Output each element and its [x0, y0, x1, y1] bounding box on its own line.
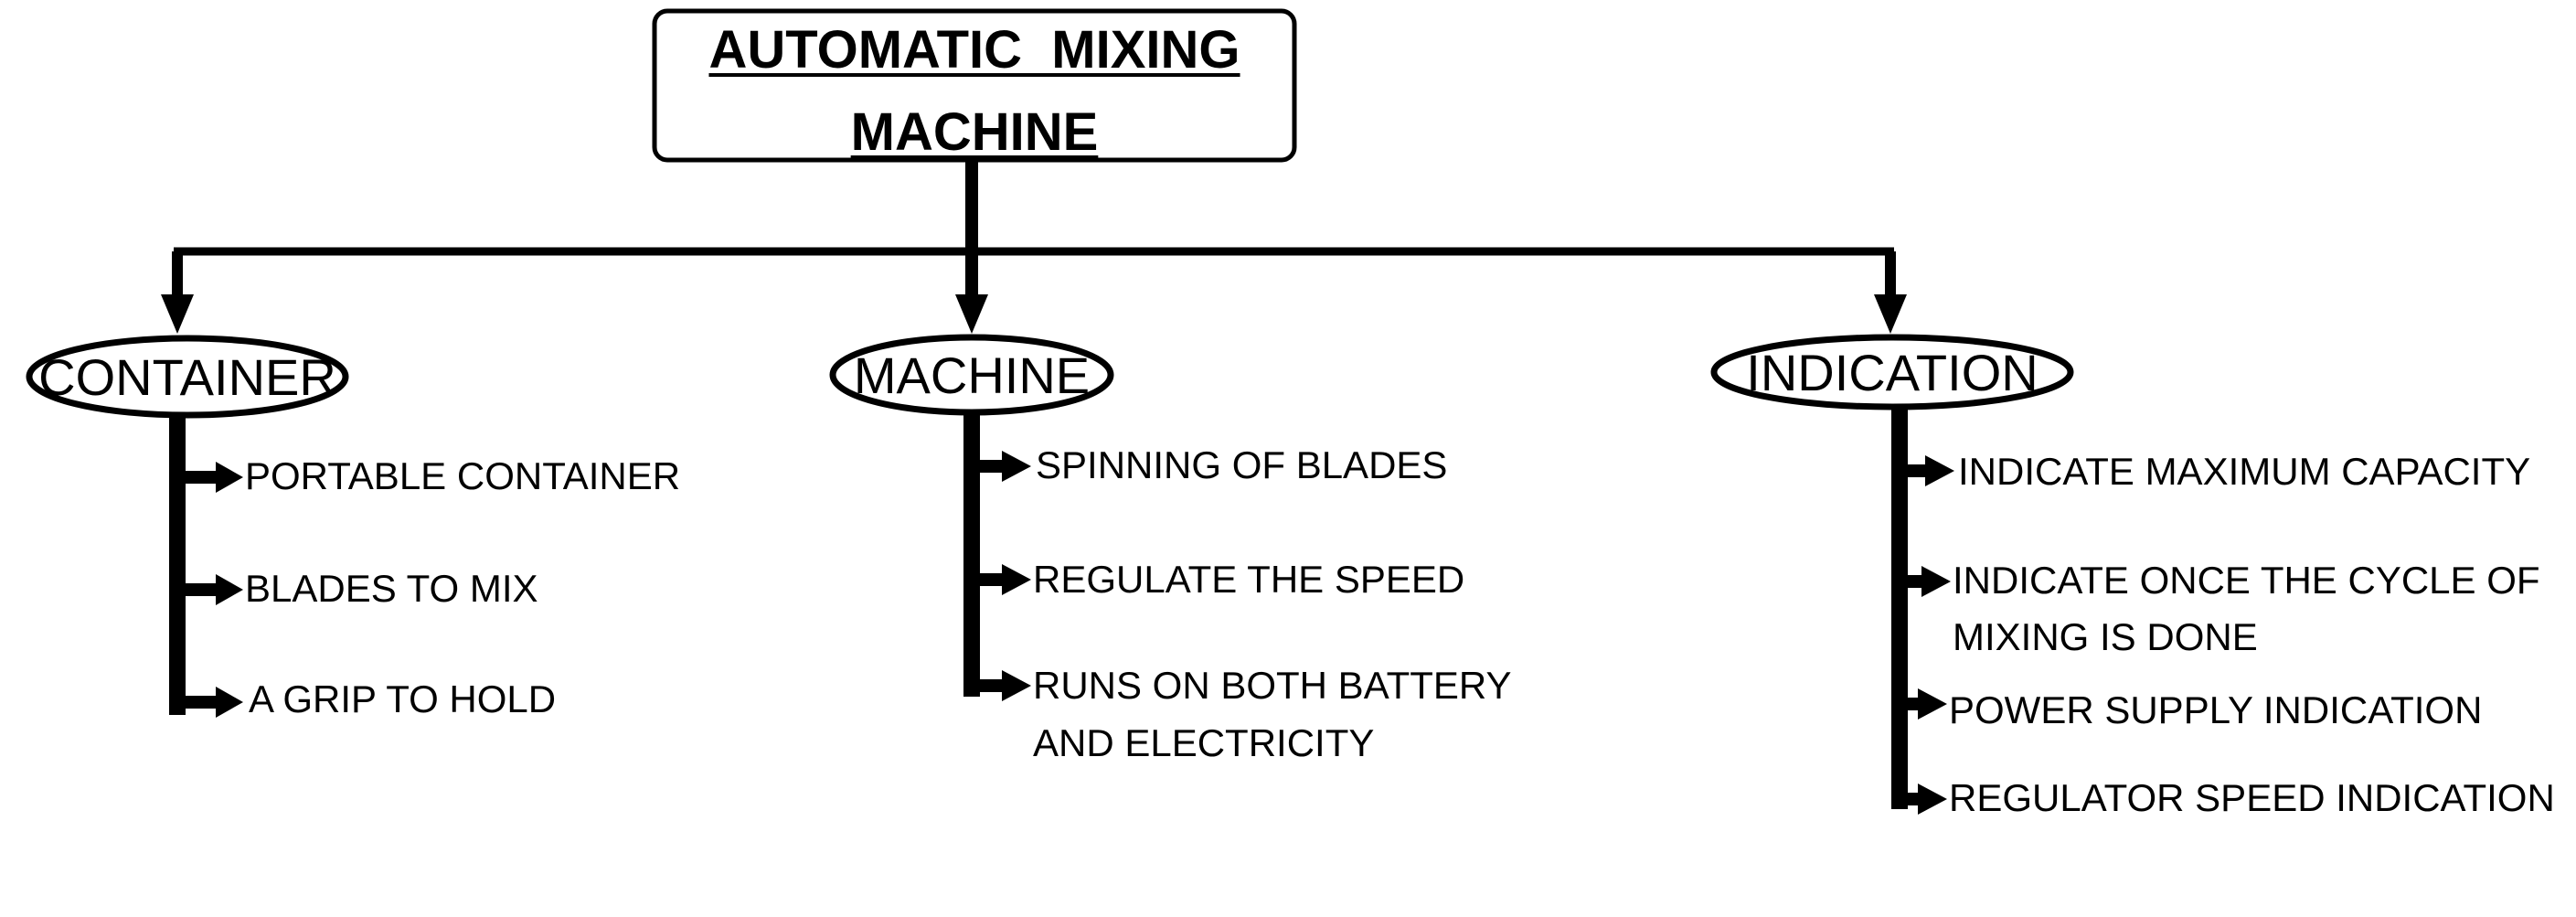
indication-item-max-capacity: INDICATE MAXIMUM CAPACITY	[1958, 450, 2531, 493]
root-title-line-1: AUTOMATIC MIXING	[708, 20, 1240, 80]
indication-item-regulator-speed: REGULATOR SPEED INDICATION	[1949, 776, 2555, 819]
category-label-indication: INDICATION	[1746, 344, 2038, 401]
indication-item-power-supply: POWER SUPPLY INDICATION	[1949, 688, 2483, 731]
arrow-head-container-1	[216, 462, 243, 493]
arrow-head-indication-1	[1925, 455, 1954, 486]
arrow-head-indication-2	[1921, 566, 1951, 597]
indication-item-cycle-done-line-1: INDICATE ONCE THE CYCLE OF	[1953, 559, 2540, 602]
root-node-title: AUTOMATIC MIXING MACHINE	[655, 9, 1294, 174]
root-title-line-2: MACHINE	[850, 102, 1099, 162]
arrow-down-machine	[955, 294, 988, 334]
indication-item-cycle-done-line-2: MIXING IS DONE	[1953, 615, 2258, 658]
container-item-portable-container: PORTABLE CONTAINER	[245, 454, 681, 497]
category-label-container: CONTAINER	[38, 348, 336, 406]
arrow-head-container-3	[216, 687, 243, 718]
arrow-head-indication-3	[1918, 688, 1947, 720]
machine-item-regulate-speed: REGULATE THE SPEED	[1033, 558, 1465, 601]
machine-item-battery-line-1: RUNS ON BOTH BATTERY	[1033, 664, 1512, 707]
arrow-head-indication-4	[1918, 784, 1947, 815]
category-node-container	[26, 335, 349, 419]
category-label-machine: MACHINE	[853, 347, 1091, 404]
arrow-head-machine-1	[1002, 451, 1031, 482]
container-item-grip-to-hold: A GRIP TO HOLD	[249, 677, 557, 720]
arrow-head-machine-3	[1002, 670, 1031, 701]
machine-item-battery-line-2: AND ELECTRICITY	[1033, 721, 1375, 764]
arrow-head-machine-2	[1002, 564, 1031, 595]
arrow-down-indication	[1874, 294, 1907, 334]
arrow-down-container	[161, 294, 194, 334]
machine-item-spinning-blades: SPINNING OF BLADES	[1036, 443, 1448, 486]
arrow-head-container-2	[216, 574, 243, 605]
container-item-blades-to-mix: BLADES TO MIX	[245, 567, 538, 610]
